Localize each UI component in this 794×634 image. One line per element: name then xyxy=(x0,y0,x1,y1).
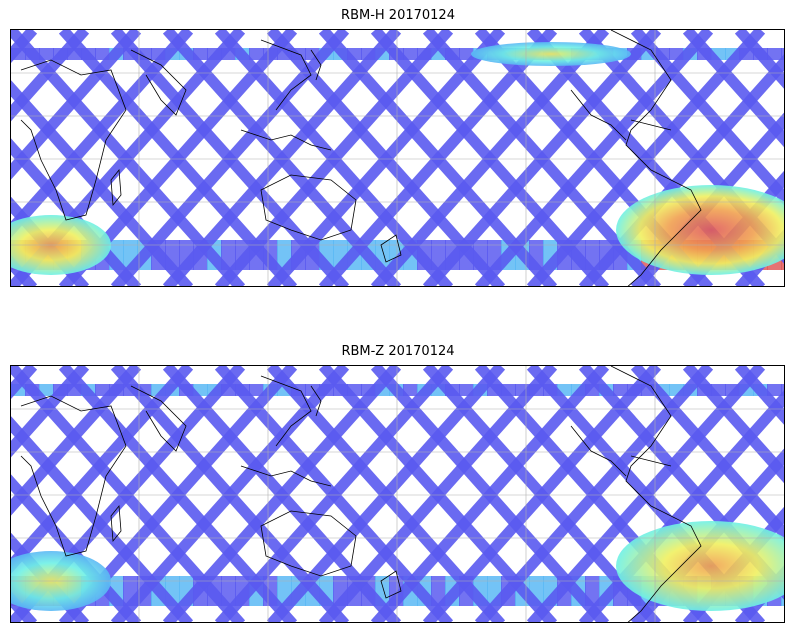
coastline-path xyxy=(260,39,312,111)
coastline-path xyxy=(110,504,122,543)
coastline-path xyxy=(240,129,332,151)
swath-cell xyxy=(249,384,264,396)
gridlines xyxy=(11,366,784,622)
swath-cell xyxy=(431,576,446,606)
coastline-path xyxy=(20,59,127,221)
coastline-path xyxy=(130,385,187,452)
swath-cell xyxy=(39,48,54,60)
swath-cell xyxy=(781,48,784,60)
map-frame xyxy=(10,29,785,287)
coastline-path xyxy=(260,375,312,447)
coastline-path xyxy=(20,395,127,557)
hotspot xyxy=(616,521,784,611)
map-title: RBM-H 20170124 xyxy=(341,8,455,23)
swath-cell xyxy=(39,384,54,396)
hotspot xyxy=(471,42,631,66)
gridlines xyxy=(11,30,784,286)
map-title: RBM-Z 20170124 xyxy=(341,344,455,359)
map-frame xyxy=(10,365,785,623)
swath-cell xyxy=(403,384,418,396)
coastline-path xyxy=(380,234,402,263)
coastline-path xyxy=(610,366,702,622)
hotspot xyxy=(616,185,784,275)
swath-cell xyxy=(249,48,264,60)
coastlines xyxy=(20,366,702,622)
swath-cell xyxy=(767,384,782,396)
coastline-path xyxy=(310,385,322,417)
map-panel-bottom: RBM-Z 20170124 xyxy=(0,344,794,634)
coastline-path xyxy=(610,30,702,286)
map-panel-top: RBM-H 20170124 xyxy=(0,8,794,298)
swath-cell xyxy=(781,384,784,396)
coastline-path xyxy=(110,168,122,207)
swath-cell xyxy=(431,240,446,270)
swath-cell xyxy=(403,48,418,60)
coastline-path xyxy=(380,570,402,599)
coastline-path xyxy=(240,465,332,487)
coastline-path xyxy=(570,425,627,477)
swath-cell xyxy=(767,48,782,60)
coastline-path xyxy=(630,455,672,467)
coastline-path xyxy=(570,89,627,141)
coastline-path xyxy=(310,49,322,81)
coastlines xyxy=(20,30,702,286)
map-canvas xyxy=(11,30,784,286)
coastline-path xyxy=(260,510,357,577)
coastline-path xyxy=(130,49,187,116)
map-canvas xyxy=(11,366,784,622)
swath-cell xyxy=(613,384,628,396)
coastline-path xyxy=(630,119,672,131)
coastline-path xyxy=(260,174,357,241)
